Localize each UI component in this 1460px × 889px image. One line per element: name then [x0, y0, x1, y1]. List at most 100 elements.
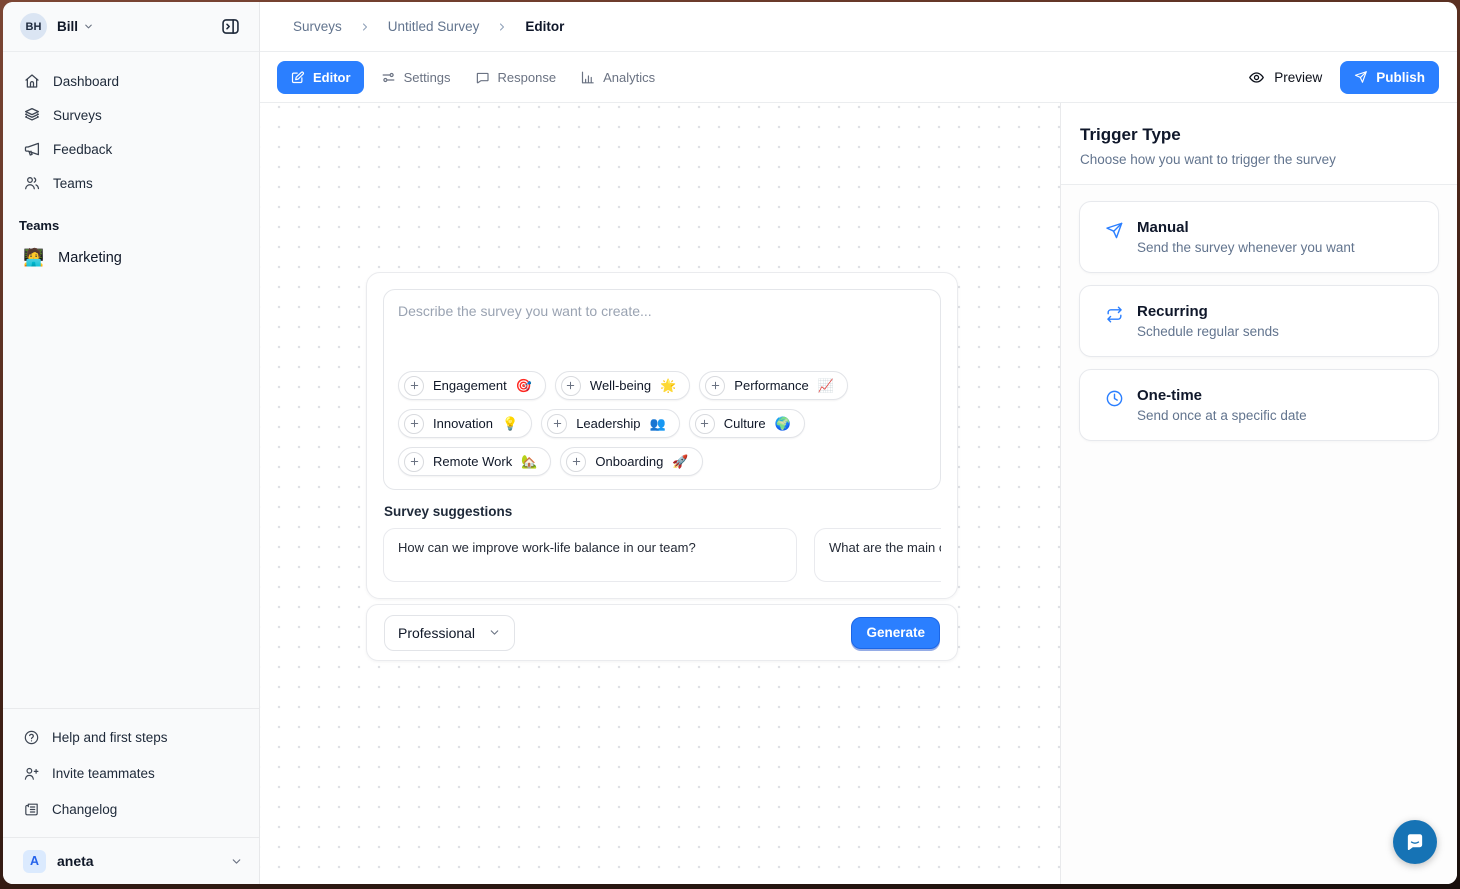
chip-emoji: 🌟	[660, 377, 677, 393]
sidebar-nav: Dashboard Surveys Feedback	[3, 52, 259, 200]
chip-emoji: 📈	[817, 377, 834, 393]
sidebar-item-changelog[interactable]: Changelog	[11, 791, 251, 827]
chip-onboarding[interactable]: Onboarding 🚀	[560, 447, 703, 476]
trigger-option-text: Manual Send the survey whenever you want	[1137, 219, 1355, 255]
breadcrumb: Surveys Untitled Survey Editor	[260, 2, 1457, 52]
sliders-icon	[381, 70, 396, 85]
sidebar-item-feedback[interactable]: Feedback	[11, 132, 251, 166]
toolbar-actions: Preview Publish	[1248, 60, 1439, 94]
chip-emoji: 🚀	[672, 453, 689, 469]
trigger-option-title: Manual	[1137, 219, 1189, 236]
chip-emoji: 👥	[649, 415, 666, 431]
app-window: BH Bill Dashboard	[3, 2, 1457, 884]
chat-launcher-button[interactable]	[1393, 820, 1437, 864]
chevron-right-icon	[496, 21, 508, 33]
changelog-icon	[23, 801, 40, 818]
home-icon	[23, 72, 41, 90]
chevron-down-icon	[83, 21, 94, 32]
preview-label: Preview	[1274, 69, 1323, 85]
sidebar-item-teams[interactable]: Teams	[11, 166, 251, 200]
send-icon	[1105, 221, 1124, 240]
intercom-chat-icon	[1404, 831, 1426, 853]
topic-chips: Engagement 🎯 Well-being 🌟 Performance	[398, 371, 926, 476]
trigger-option-recurring[interactable]: Recurring Schedule regular sends	[1079, 285, 1439, 357]
edit-icon	[290, 70, 305, 85]
sidebar-item-label: Help and first steps	[52, 729, 168, 745]
tab-settings[interactable]: Settings	[369, 61, 463, 94]
plus-icon	[705, 375, 726, 396]
chat-bubble-icon	[475, 70, 490, 85]
trigger-option-manual[interactable]: Manual Send the survey whenever you want	[1079, 201, 1439, 273]
sidebar-item-label: Dashboard	[53, 73, 120, 89]
chip-emoji: 🌍	[774, 415, 791, 431]
send-icon	[1354, 70, 1368, 84]
chevron-down-icon	[230, 855, 243, 868]
sidebar-item-surveys[interactable]: Surveys	[11, 98, 251, 132]
plus-icon	[694, 413, 715, 434]
chip-label: Innovation	[433, 416, 493, 431]
chip-engagement[interactable]: Engagement 🎯	[398, 371, 546, 400]
layers-icon	[23, 106, 41, 124]
preview-button[interactable]: Preview	[1248, 69, 1322, 86]
plus-icon	[566, 451, 587, 472]
sidebar-item-label: Teams	[53, 175, 93, 191]
ai-composer: Engagement 🎯 Well-being 🌟 Performance	[366, 272, 958, 661]
plus-icon	[404, 375, 424, 396]
workspace-switcher[interactable]: BH Bill	[3, 2, 259, 52]
tab-analytics[interactable]: Analytics	[568, 61, 667, 94]
breadcrumb-current: Editor	[525, 19, 565, 34]
sidebar-item-team-marketing[interactable]: 🧑‍💻 Marketing	[11, 239, 251, 277]
user-menu[interactable]: A aneta	[3, 837, 259, 884]
publish-label: Publish	[1376, 69, 1425, 85]
sidebar-item-label: Changelog	[52, 801, 118, 817]
sidebar-item-invite[interactable]: Invite teammates	[11, 755, 251, 791]
tab-editor[interactable]: Editor	[277, 60, 364, 94]
trigger-option-one-time[interactable]: One-time Send once at a specific date	[1079, 369, 1439, 441]
chip-well-being[interactable]: Well-being 🌟	[554, 371, 691, 400]
tab-response[interactable]: Response	[463, 61, 569, 94]
user-avatar: A	[23, 849, 46, 873]
tab-label: Settings	[403, 69, 451, 85]
trigger-option-title: One-time	[1137, 387, 1203, 404]
prompt-card: Engagement 🎯 Well-being 🌟 Performance	[383, 289, 941, 490]
plus-icon	[404, 451, 424, 472]
tab-label: Response	[497, 69, 557, 85]
sidebar-item-help[interactable]: Help and first steps	[11, 719, 251, 755]
chip-performance[interactable]: Performance 📈	[699, 371, 848, 400]
chip-label: Well-being	[589, 378, 652, 393]
publish-button[interactable]: Publish	[1340, 60, 1439, 94]
survey-prompt-input[interactable]	[398, 303, 926, 371]
team-label: Marketing	[58, 250, 122, 266]
sidebar-item-dashboard[interactable]: Dashboard	[11, 64, 251, 98]
sidebar-collapse-icon[interactable]	[215, 12, 245, 42]
chip-culture[interactable]: Culture 🌍	[688, 409, 805, 438]
chip-label: Culture	[723, 416, 766, 431]
chip-remote-work[interactable]: Remote Work 🏡	[398, 447, 552, 476]
generate-button[interactable]: Generate	[851, 616, 940, 649]
trigger-option-description: Send once at a specific date	[1137, 408, 1307, 423]
chip-leadership[interactable]: Leadership 👥	[541, 409, 680, 438]
chip-label: Leadership	[576, 416, 641, 431]
chevron-right-icon	[359, 21, 371, 33]
plus-icon	[547, 413, 568, 434]
trigger-option-text: One-time Send once at a specific date	[1137, 387, 1307, 423]
sidebar-footer: Help and first steps Invite teammates Ch…	[3, 708, 259, 837]
chip-emoji: 💡	[502, 415, 519, 431]
chip-label: Onboarding	[595, 454, 664, 469]
breadcrumb-surveys[interactable]: Surveys	[293, 19, 342, 34]
sidebar-section-teams-label: Teams	[19, 218, 60, 233]
tone-select[interactable]: Professional	[384, 614, 516, 651]
breadcrumb-untitled-survey[interactable]: Untitled Survey	[387, 19, 480, 34]
suggestions-row: How can we improve work-life balance in …	[383, 528, 941, 582]
user-name: aneta	[57, 853, 94, 869]
eye-icon	[1248, 69, 1265, 86]
suggestion-card[interactable]: How can we improve work-life balance in …	[383, 528, 797, 582]
tab-label: Analytics	[603, 69, 656, 85]
panel-subtitle: Choose how you want to trigger the surve…	[1080, 152, 1336, 167]
bar-chart-icon	[580, 70, 595, 85]
suggestions-heading: Survey suggestions	[384, 504, 513, 519]
chip-innovation[interactable]: Innovation 💡	[398, 409, 533, 438]
repeat-icon	[1105, 305, 1124, 324]
suggestion-card[interactable]: What are the main ob	[814, 528, 941, 582]
